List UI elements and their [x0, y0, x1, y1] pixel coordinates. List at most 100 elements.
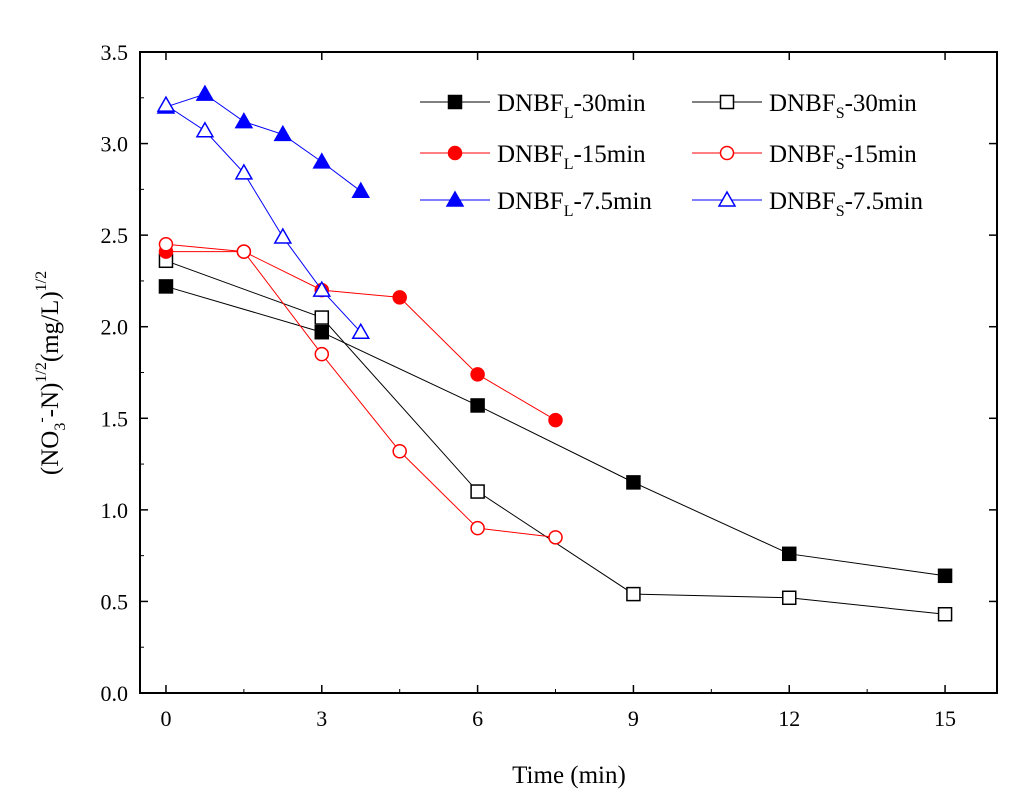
data-point	[626, 586, 641, 602]
legend-label: DNBFS-30min	[769, 90, 917, 122]
legend-marker	[445, 190, 465, 207]
x-tick-label: 9	[628, 706, 639, 731]
legend-marker	[447, 145, 463, 161]
legend-marker	[717, 190, 737, 207]
data-point	[234, 112, 254, 129]
data-point	[626, 475, 641, 490]
legend-label-main: DNBF	[497, 141, 564, 168]
data-point	[781, 546, 797, 562]
series-line	[165, 251, 556, 421]
data-point	[312, 280, 332, 297]
legend-label: DNBFL-15min	[497, 141, 646, 173]
data-point	[236, 244, 252, 259]
data-point	[273, 124, 293, 142]
data-point	[781, 590, 797, 606]
data-point	[548, 530, 563, 545]
legend-entry-2: DNBFL-15min	[420, 141, 646, 173]
data-point	[314, 324, 330, 340]
x-axis-label: Time (min)	[512, 762, 626, 789]
data-point	[312, 152, 332, 169]
legend-label-tail: -7.5min	[845, 188, 924, 215]
legend-entry-5: DNBFS-7.5min	[692, 188, 924, 220]
legend-label-main: DNBF	[497, 90, 564, 117]
legend-label-main: DNBF	[769, 141, 836, 168]
data-point	[937, 568, 953, 584]
data-point	[156, 95, 176, 112]
y-tick-label: 3.0	[101, 132, 129, 157]
legend-label: DNBFL-30min	[497, 90, 646, 122]
y-tick-label: 1.5	[101, 406, 129, 431]
data-point	[351, 322, 371, 339]
x-tick-label: 12	[778, 706, 800, 731]
y-tick-label: 0.0	[101, 681, 129, 706]
y-label-units: (mg/L)	[37, 291, 64, 362]
legend-entry-4: DNBFL-7.5min	[420, 188, 652, 220]
legend-label-sub: S	[836, 203, 845, 220]
series-0	[158, 279, 953, 584]
legend-label-tail: -7.5min	[573, 188, 652, 215]
series-line	[165, 104, 362, 333]
x-tick-label: 15	[934, 706, 956, 731]
data-point	[351, 181, 371, 198]
data-point	[548, 412, 563, 428]
series-line	[165, 285, 946, 577]
legend-marker	[719, 145, 735, 161]
legend-label-tail: -30min	[845, 90, 918, 117]
data-point	[158, 279, 174, 294]
legend-marker	[447, 94, 463, 110]
y-tick-label: 2.0	[101, 315, 129, 340]
legend-label-tail: -15min	[845, 141, 918, 168]
data-point	[158, 237, 174, 252]
data-point	[195, 84, 215, 101]
legend-label: DNBFS-15min	[769, 141, 917, 173]
data-point	[470, 367, 485, 382]
series-3	[158, 237, 563, 545]
series-5	[156, 95, 371, 339]
legend-label: DNBFL-7.5min	[497, 188, 652, 220]
legend-label-main: DNBF	[769, 188, 836, 215]
x-tick-label: 0	[160, 706, 171, 731]
legend-entry-3: DNBFS-15min	[692, 141, 917, 173]
y-label-open: (NO	[37, 431, 64, 475]
legend-label-tail: -15min	[573, 141, 646, 168]
legend-entry-1: DNBFS-30min	[692, 90, 917, 122]
y-tick-label: 2.5	[101, 223, 129, 248]
data-point	[470, 484, 485, 499]
data-point	[273, 227, 293, 244]
ticks-layer: 0 3 6 9 12 15 0.0 0.5 1.0 1.5 2.0 2.5 3.0 3.5	[101, 40, 997, 731]
legend-label: DNBFS-7.5min	[769, 188, 924, 220]
x-tick-label: 6	[472, 706, 483, 731]
data-point	[937, 606, 953, 622]
series-line	[165, 243, 556, 538]
legend-label-sub: S	[836, 156, 845, 173]
data-point	[314, 310, 330, 325]
series-layer	[156, 84, 953, 622]
legend-marker	[719, 94, 735, 110]
legend-label-sub: L	[564, 105, 574, 122]
data-point	[470, 520, 485, 536]
x-tick-label: 3	[316, 706, 327, 731]
y-label-sup-minus: -	[33, 417, 50, 422]
y-label-mid: -N)	[37, 383, 64, 418]
legend-label-main: DNBF	[769, 90, 836, 117]
y-tick-label: 0.5	[101, 589, 129, 614]
data-point	[470, 398, 485, 413]
legend-label-sub: L	[564, 156, 574, 173]
y-tick-label: 3.5	[101, 40, 129, 65]
data-point	[195, 121, 215, 138]
legend-label-sub: L	[564, 203, 574, 220]
y-tick-label: 1.0	[101, 498, 129, 523]
legend-label-tail: -30min	[573, 90, 646, 117]
data-point	[234, 163, 254, 180]
data-point	[392, 290, 407, 305]
y-label-sub: 3	[52, 423, 69, 431]
legend-entry-0: DNBFL-30min	[420, 90, 646, 122]
data-point	[392, 444, 407, 459]
data-point	[314, 346, 330, 362]
legend-label-main: DNBF	[497, 188, 564, 215]
y-label-exp1: 1/2	[33, 362, 50, 382]
legend-label-sub: S	[836, 105, 845, 122]
